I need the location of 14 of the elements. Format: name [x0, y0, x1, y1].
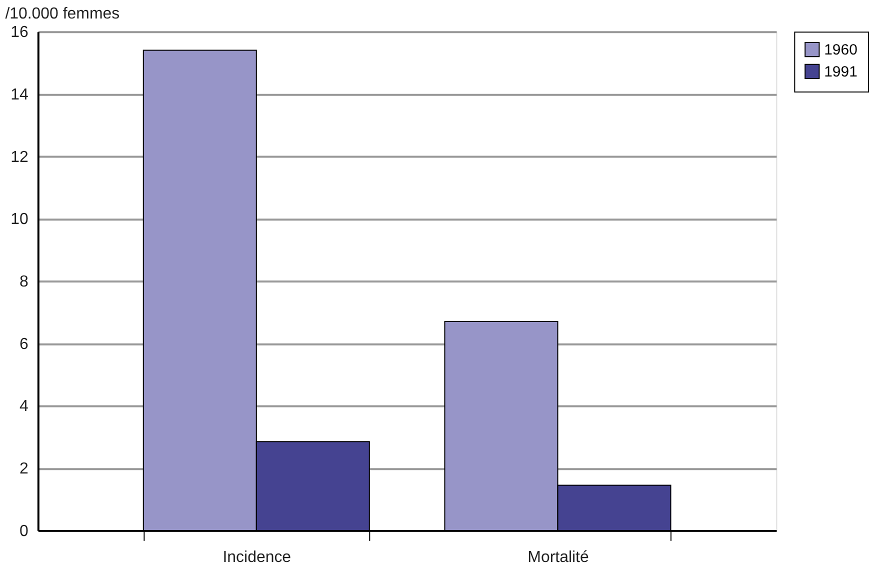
y-tick-label: 8 — [20, 273, 29, 290]
y-tick-label: 0 — [20, 522, 29, 540]
y-tick-label: 12 — [10, 148, 29, 166]
y-tick-label: 2 — [20, 460, 29, 478]
y-tick-label: 10 — [10, 211, 29, 228]
y-axis-title: /10.000 femmes — [5, 6, 120, 23]
y-tick-label: 6 — [20, 336, 29, 353]
x-tick-label: Mortalité — [528, 548, 589, 566]
y-tick-label: 16 — [10, 24, 29, 42]
legend-label: 1991 — [824, 63, 858, 80]
y-tick-label: 14 — [10, 86, 29, 104]
x-tick-label: Incidence — [222, 548, 292, 566]
legend-label: 1960 — [824, 42, 858, 59]
y-tick-label: 4 — [20, 398, 29, 416]
